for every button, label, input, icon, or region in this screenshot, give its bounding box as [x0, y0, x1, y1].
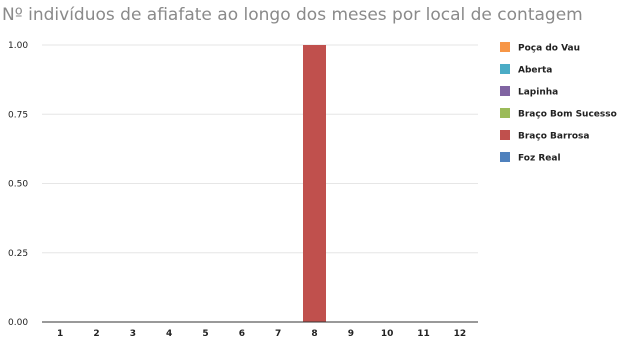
x-tick-label: 8	[311, 329, 317, 339]
legend-swatch	[500, 42, 510, 52]
y-tick-label: 0.00	[8, 318, 28, 328]
x-tick-label: 10	[381, 329, 394, 339]
x-tick-label: 12	[454, 329, 467, 339]
gridlines	[42, 44, 478, 254]
y-tick-label: 0.50	[8, 180, 28, 190]
x-tick-label: 3	[130, 329, 136, 339]
legend-swatch	[500, 86, 510, 96]
legend-swatch	[500, 130, 510, 140]
bar	[303, 45, 326, 322]
legend-swatch	[500, 152, 510, 162]
x-tick-label: 2	[93, 329, 99, 339]
legend-label: Foz Real	[518, 154, 561, 164]
legend-label: Aberta	[518, 66, 552, 76]
x-tick-label: 11	[417, 329, 430, 339]
legend-swatch	[500, 64, 510, 74]
legend-label: Braço Bom Sucesso	[518, 110, 617, 120]
legend-label: Lapinha	[518, 88, 558, 98]
y-tick-label: 1.00	[8, 41, 28, 51]
x-axis-ticks: 1 2 3 4 5 6 7 8 9 10 11 12	[57, 329, 466, 339]
x-tick-label: 7	[275, 329, 281, 339]
legend-label: Poça do Vau	[518, 44, 580, 54]
y-axis-ticks: 0.00 0.25 0.50 0.75 1.00	[8, 41, 28, 328]
y-tick-label: 0.75	[8, 110, 28, 120]
chart-title: Nº indivíduos de afiafate ao longo dos m…	[2, 5, 583, 25]
x-tick-label: 1	[57, 329, 63, 339]
legend: Poça do Vau Aberta Lapinha Braço Bom Sucess…	[500, 42, 617, 164]
x-tick-label: 5	[202, 329, 208, 339]
y-tick-label: 0.25	[8, 249, 28, 259]
legend-label: Braço Barrosa	[518, 132, 589, 142]
bars	[303, 45, 326, 322]
x-tick-label: 4	[166, 329, 172, 339]
x-tick-label: 6	[239, 329, 245, 339]
legend-swatch	[500, 108, 510, 118]
x-tick-label: 9	[348, 329, 354, 339]
